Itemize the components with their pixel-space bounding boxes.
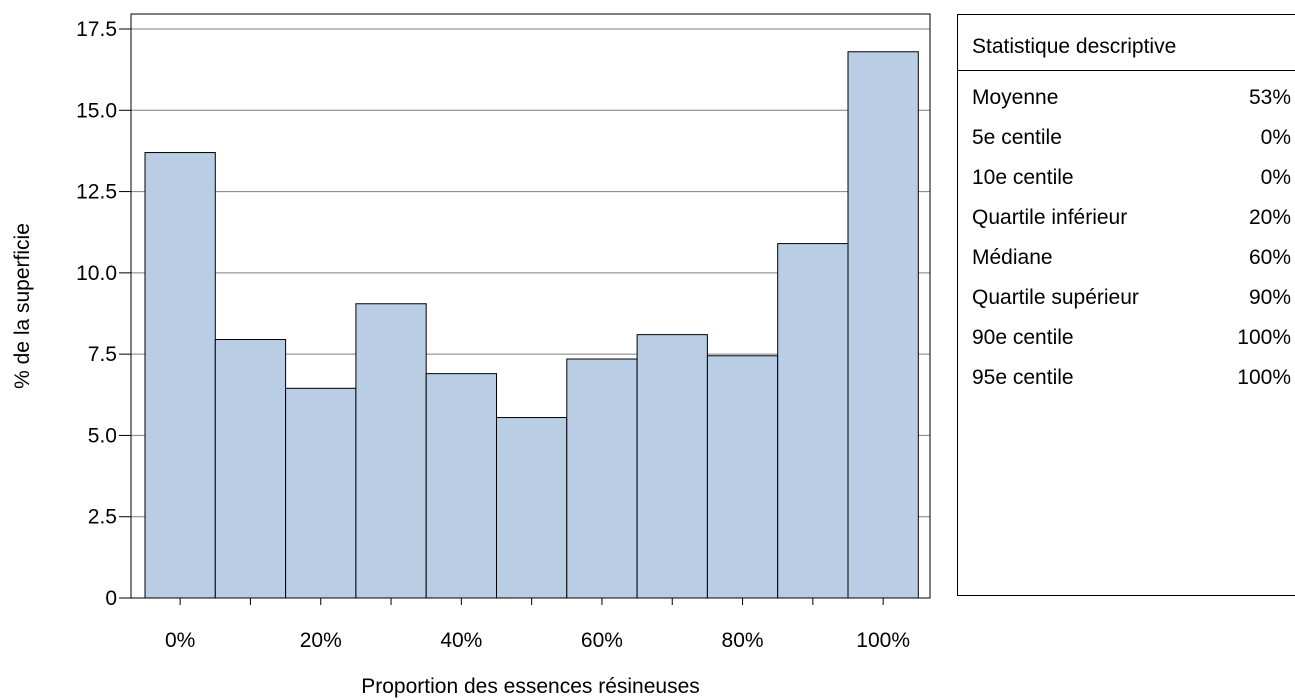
y-tick-label: 15.0 — [76, 99, 117, 122]
y-tick-label: 10.0 — [76, 262, 117, 285]
stat-label: 95e centile — [972, 366, 1074, 389]
x-tick-label: 0% — [165, 629, 195, 652]
x-tick-label: 60% — [581, 629, 623, 652]
stat-label: Quartile inférieur — [972, 206, 1128, 229]
y-tick-label: 17.5 — [76, 18, 117, 41]
stat-value: 90% — [1248, 286, 1291, 309]
stat-row-q3: Quartile supérieur 90% — [972, 286, 1291, 326]
stat-label: Quartile supérieur — [972, 286, 1139, 309]
histogram-chart: 0 2.5 5.0 7.5 10.0 12.5 15.0 17.5 0% 20% 40% 60% 80… — [11, 13, 931, 698]
stat-label: Moyenne — [972, 86, 1059, 109]
x-axis: 0% 20% 40% 60% 80% 100% — [165, 598, 910, 652]
stat-value: 100% — [1237, 326, 1291, 349]
x-tick-label: 100% — [856, 629, 910, 652]
histogram-bar — [285, 387, 357, 599]
stat-row-p90: 90e centile 100% — [972, 326, 1291, 366]
histogram-bar — [636, 334, 708, 599]
x-tick-label: 80% — [722, 629, 764, 652]
histogram-bar — [777, 243, 849, 599]
stat-value: 20% — [1248, 206, 1291, 229]
stat-row-q1: Quartile inférieur 20% — [972, 206, 1291, 246]
histogram-bar — [496, 417, 568, 599]
x-axis-title: Proportion des essences résineuses — [361, 675, 700, 698]
stat-label: 90e centile — [972, 326, 1074, 349]
y-axis-title: % de la superficie — [11, 223, 34, 389]
stat-row-p10: 10e centile 0% — [972, 166, 1291, 206]
histogram-bar — [355, 303, 427, 599]
stat-row-p5: 5e centile 0% — [972, 126, 1291, 166]
stat-label: 10e centile — [972, 166, 1074, 189]
stat-label: Médiane — [972, 246, 1053, 269]
y-tick-label: 2.5 — [88, 506, 117, 529]
histogram-bar — [144, 152, 216, 599]
stat-row-mean: Moyenne 53% — [972, 86, 1291, 126]
plot-frame — [130, 13, 931, 599]
stat-value: 100% — [1237, 366, 1291, 389]
stats-divider — [958, 70, 1295, 71]
histogram-bar — [425, 373, 498, 599]
stat-label: 5e centile — [972, 126, 1062, 149]
bars — [144, 51, 919, 599]
x-tick-label: 40% — [440, 629, 482, 652]
stat-row-median: Médiane 60% — [972, 246, 1291, 286]
stat-value: 0% — [1260, 126, 1291, 149]
stat-value: 60% — [1248, 246, 1291, 269]
y-tick-label: 12.5 — [76, 181, 117, 204]
histogram-bar — [706, 355, 779, 599]
y-tick-label: 0 — [105, 587, 117, 610]
stat-value: 53% — [1248, 86, 1291, 109]
stats-title: Statistique descriptive — [972, 35, 1177, 58]
stats-panel: Statistique descriptive Moyenne 53% 5e c… — [957, 14, 1295, 596]
x-tick-label: 20% — [300, 629, 342, 652]
y-tick-label: 5.0 — [88, 424, 117, 447]
stat-row-p95: 95e centile 100% — [972, 366, 1291, 406]
stats-list: Moyenne 53% 5e centile 0% 10e centile 0%… — [972, 86, 1291, 406]
stat-value: 0% — [1260, 166, 1291, 189]
histogram-bar — [847, 51, 919, 599]
y-axis: 0 2.5 5.0 7.5 10.0 12.5 15.0 17.5 — [76, 18, 131, 610]
histogram-bar — [566, 358, 638, 599]
y-tick-label: 7.5 — [88, 343, 117, 366]
histogram-bar — [214, 339, 287, 599]
